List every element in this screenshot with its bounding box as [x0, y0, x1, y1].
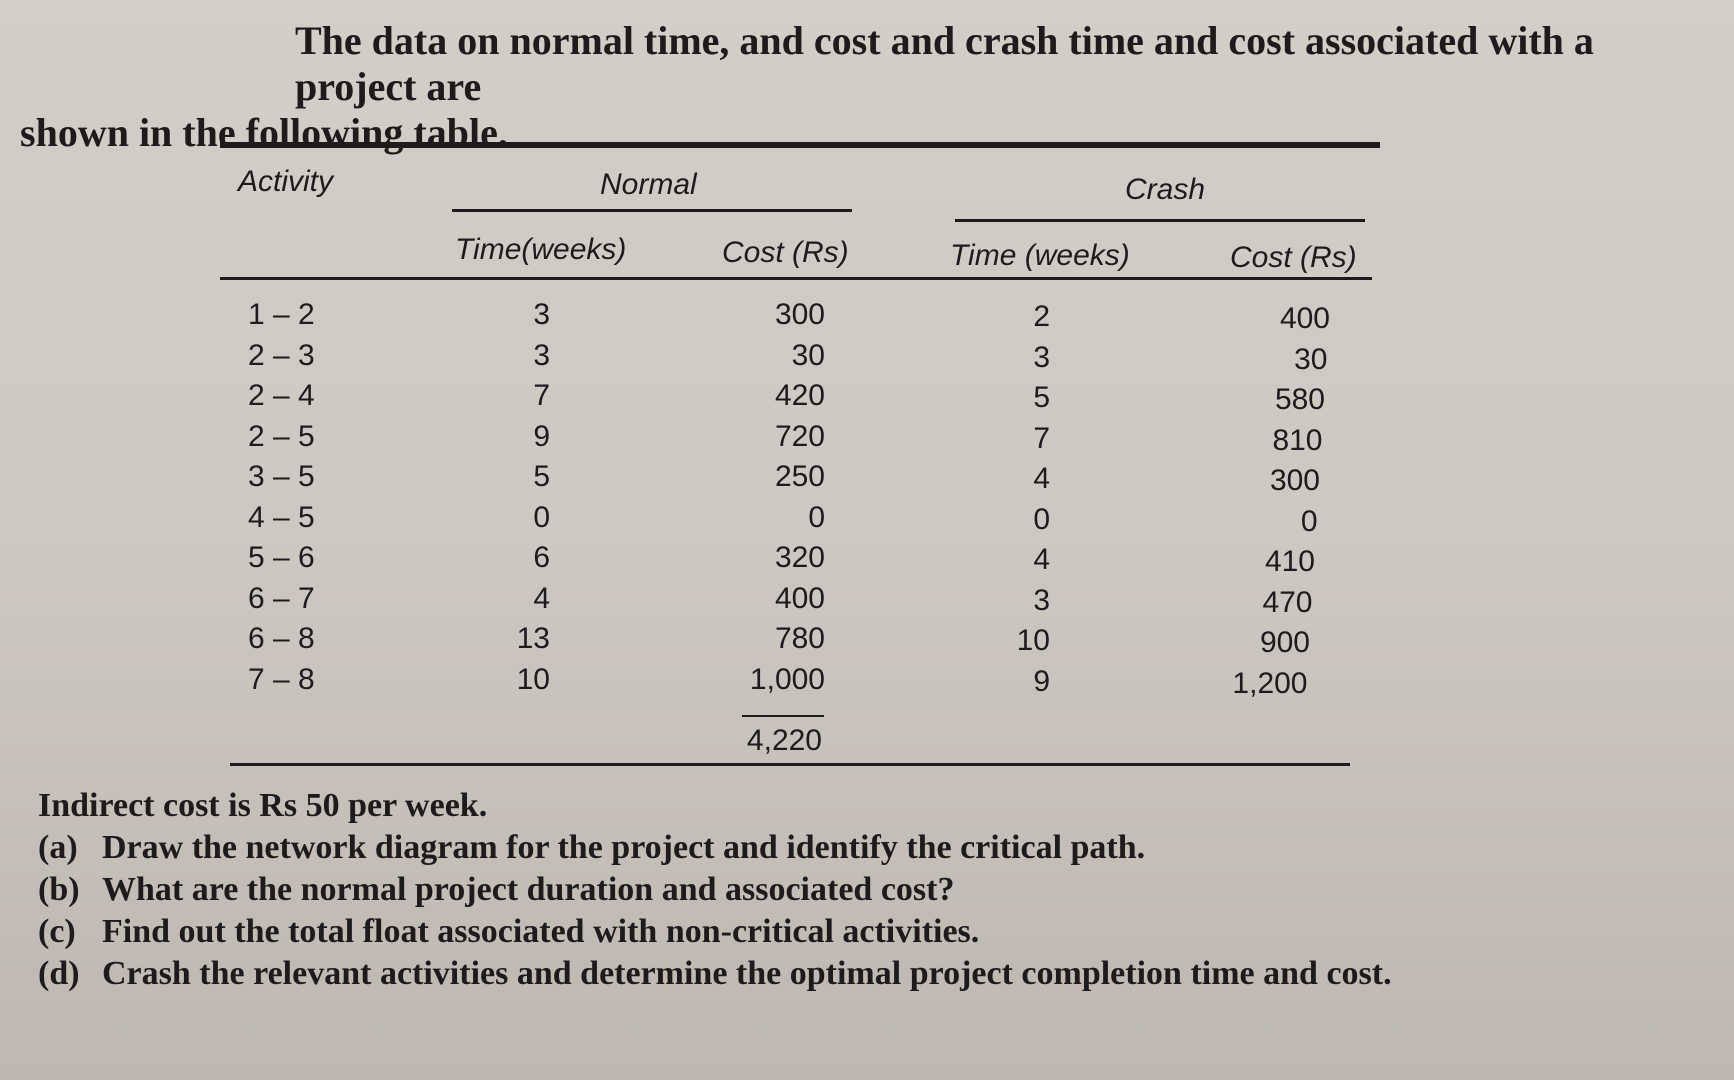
question-d: (d) Crash the relevant activities and det… [38, 953, 1698, 995]
cell-activity: 1 – 2 [248, 298, 315, 331]
cell-activity: 5 – 6 [248, 541, 315, 574]
header-crash-time: Time (weeks) [950, 239, 1130, 272]
cell-crash-cost: 810 [1272, 423, 1323, 457]
cell-activity: 6 – 7 [248, 581, 315, 615]
cell-crash-cost: 30 [1294, 342, 1328, 376]
cell-normal-cost: 300 [774, 298, 825, 331]
cell-crash-time: 3 [1033, 583, 1050, 617]
normal-group-rule [452, 209, 852, 212]
cell-crash-time: 3 [1033, 340, 1050, 374]
cell-crash-cost: 300 [1269, 464, 1320, 497]
cell-activity: 2 – 4 [248, 379, 315, 412]
table-header-rule [220, 277, 1372, 280]
header-crash: Crash [1125, 173, 1206, 206]
header-normal-cost: Cost (Rs) [722, 236, 849, 269]
cell-crash-time: 5 [1033, 381, 1050, 414]
question-block: Indirect cost is Rs 50 per week. (a) Draw… [38, 785, 1698, 995]
cell-crash-time: 0 [1033, 502, 1050, 536]
cell-normal-time: 3 [533, 338, 550, 372]
cell-normal-time: 0 [533, 500, 550, 534]
cell-normal-time: 3 [533, 298, 550, 331]
cell-normal-time: 6 [533, 541, 550, 574]
normal-cost-total: 4,220 [746, 724, 822, 757]
intro-line-1: The data on normal time, and cost and cr… [295, 18, 1594, 109]
cell-normal-cost: 400 [774, 581, 825, 615]
question-text: Find out the total float associated with… [102, 913, 980, 950]
cell-normal-cost: 1,000 [749, 662, 825, 696]
crash-group-rule [955, 219, 1365, 222]
total-rule [742, 715, 824, 717]
indirect-cost-note: Indirect cost is Rs 50 per week. [38, 787, 488, 824]
cell-normal-cost: 250 [774, 460, 825, 493]
cell-normal-cost: 0 [808, 500, 825, 534]
question-label: (b) [38, 871, 80, 908]
header-normal-time: Time(weeks) [455, 233, 627, 266]
table-top-rule [220, 142, 1380, 148]
cell-normal-time: 7 [533, 379, 550, 412]
table-bottom-rule [230, 763, 1350, 766]
cell-activity: 7 – 8 [248, 662, 315, 696]
cell-activity: 2 – 3 [248, 338, 315, 372]
question-a: (a) Draw the network diagram for the proj… [38, 827, 1698, 869]
cell-normal-cost: 780 [774, 622, 825, 655]
question-c: (c) Find out the total float associated w… [38, 911, 1698, 953]
cell-activity: 6 – 8 [248, 622, 315, 655]
cell-normal-time: 4 [533, 581, 550, 615]
cell-normal-cost: 30 [791, 338, 825, 372]
cell-crash-cost: 470 [1262, 585, 1313, 619]
cell-normal-time: 5 [533, 460, 550, 493]
cell-crash-time: 10 [1016, 624, 1050, 657]
cell-activity: 4 – 5 [248, 500, 315, 534]
cell-normal-cost: 720 [774, 419, 825, 453]
cell-activity: 2 – 5 [248, 419, 315, 453]
cell-crash-cost: 410 [1264, 545, 1315, 578]
question-label: (c) [38, 913, 76, 950]
cell-crash-cost: 400 [1279, 302, 1330, 335]
cell-crash-cost: 1,200 [1232, 666, 1308, 700]
cell-crash-time: 2 [1033, 300, 1050, 333]
cell-crash-time: 4 [1033, 543, 1050, 576]
cell-crash-time: 7 [1033, 421, 1050, 455]
question-b: (b) What are the normal project duration … [38, 869, 1698, 911]
question-text: Draw the network diagram for the project… [102, 829, 1146, 866]
cell-activity: 3 – 5 [248, 460, 315, 493]
cell-crash-time: 9 [1033, 664, 1050, 698]
question-label: (a) [38, 829, 78, 866]
cell-normal-time: 10 [516, 662, 550, 696]
cell-crash-time: 4 [1033, 462, 1050, 495]
cell-normal-time: 9 [533, 419, 550, 453]
question-text: Crash the relevant activities and determ… [102, 955, 1392, 992]
header-normal: Normal [600, 168, 697, 201]
intro-line-2: shown in the following table. [20, 110, 508, 155]
question-text: What are the normal project duration and… [102, 871, 955, 908]
intro-paragraph: The data on normal time, and cost and cr… [20, 18, 1700, 156]
header-crash-cost: Cost (Rs) [1230, 241, 1357, 274]
cell-normal-time: 13 [516, 622, 550, 655]
header-activity: Activity [238, 165, 334, 198]
cell-crash-cost: 0 [1300, 504, 1318, 538]
question-label: (d) [38, 955, 80, 992]
cell-normal-cost: 420 [774, 379, 825, 412]
cell-normal-cost: 320 [774, 541, 825, 574]
cell-crash-cost: 580 [1274, 383, 1325, 416]
cell-crash-cost: 900 [1259, 626, 1310, 659]
